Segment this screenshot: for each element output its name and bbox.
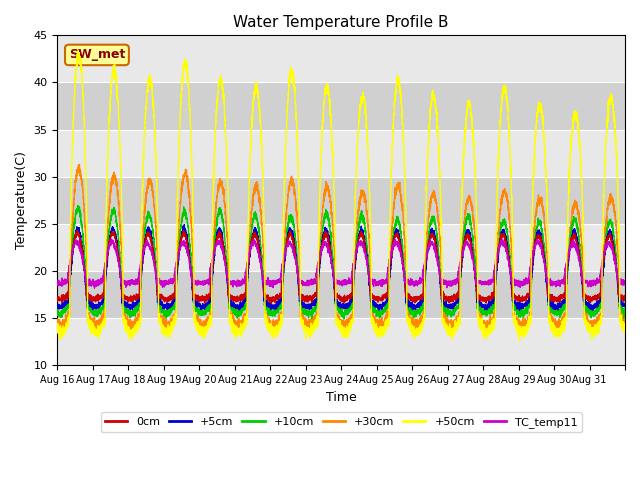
Legend: 0cm, +5cm, +10cm, +30cm, +50cm, TC_temp11: 0cm, +5cm, +10cm, +30cm, +50cm, TC_temp1… bbox=[100, 412, 582, 432]
Bar bbox=[58, 83, 625, 130]
Bar bbox=[58, 36, 625, 83]
Bar bbox=[58, 177, 625, 224]
X-axis label: Time: Time bbox=[326, 391, 356, 404]
Text: SW_met: SW_met bbox=[68, 48, 125, 61]
Y-axis label: Temperature(C): Temperature(C) bbox=[15, 151, 28, 249]
Bar bbox=[58, 130, 625, 177]
Title: Water Temperature Profile B: Water Temperature Profile B bbox=[234, 15, 449, 30]
Bar bbox=[58, 271, 625, 318]
Bar bbox=[58, 318, 625, 365]
Bar bbox=[58, 224, 625, 271]
